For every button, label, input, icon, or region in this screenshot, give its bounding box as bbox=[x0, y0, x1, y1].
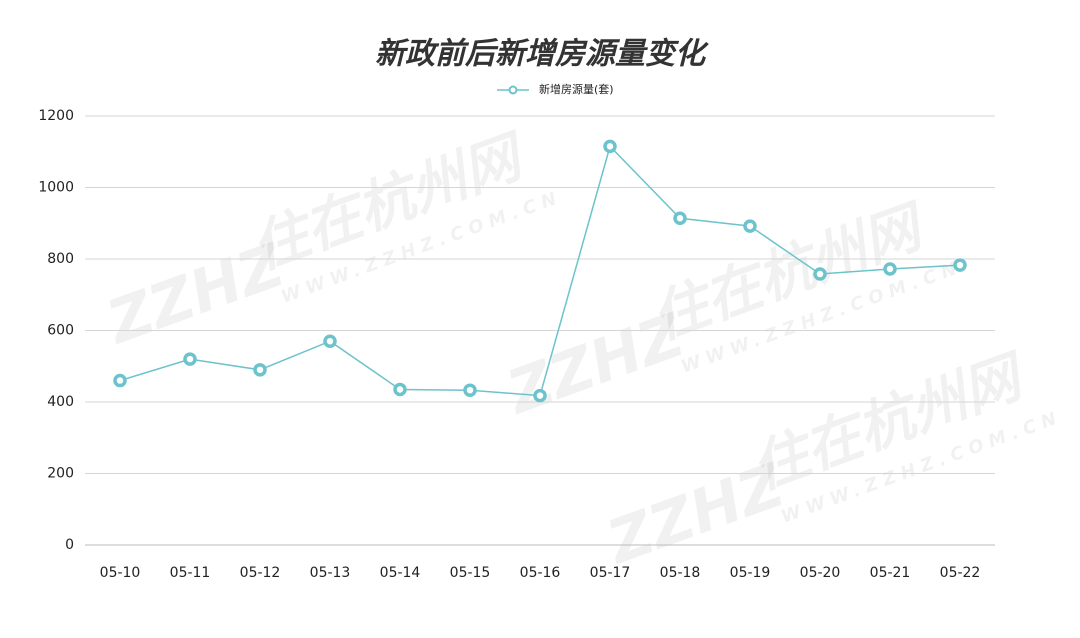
point bbox=[393, 382, 407, 397]
y-tick-label: 600 bbox=[47, 323, 74, 339]
point bbox=[463, 383, 477, 397]
point bbox=[743, 219, 757, 233]
point bbox=[953, 258, 967, 272]
point bbox=[323, 334, 337, 348]
x-tick-label: 05-21 bbox=[870, 565, 911, 581]
x-tick-label: 05-14 bbox=[380, 565, 421, 581]
x-tick-label: 05-16 bbox=[520, 565, 561, 581]
point bbox=[813, 267, 827, 281]
x-tick-label: 05-22 bbox=[940, 565, 981, 581]
x-tick-label: 05-15 bbox=[450, 565, 491, 581]
y-tick-label: 200 bbox=[47, 466, 74, 482]
x-tick-label: 05-12 bbox=[240, 565, 281, 581]
x-tick-label: 05-10 bbox=[100, 565, 141, 581]
legend-label: 新增房源量(套) bbox=[539, 82, 614, 96]
watermark: ZZHZ 住在杭州网 WWW.ZZHZ.COM.CN bbox=[97, 123, 565, 359]
y-tick-label: 0 bbox=[65, 537, 74, 553]
x-tick-label: 05-17 bbox=[590, 565, 631, 581]
point bbox=[673, 211, 687, 225]
point bbox=[603, 139, 617, 154]
x-tick-label: 05-13 bbox=[310, 565, 351, 581]
y-tick-label: 800 bbox=[47, 251, 74, 267]
y-tick-label: 400 bbox=[47, 394, 74, 410]
point bbox=[253, 363, 267, 377]
point bbox=[183, 352, 197, 366]
point bbox=[113, 373, 127, 388]
point bbox=[883, 262, 897, 276]
y-tick-label: 1200 bbox=[38, 108, 74, 124]
point bbox=[533, 388, 547, 403]
x-tick-label: 05-18 bbox=[660, 565, 701, 581]
x-tick-label: 05-11 bbox=[170, 565, 211, 581]
y-tick-label: 1000 bbox=[38, 180, 74, 196]
x-tick-label: 05-20 bbox=[800, 565, 841, 581]
chart-title: 新政前后新增房源量变化 bbox=[375, 37, 709, 72]
legend-marker bbox=[508, 85, 518, 95]
x-tick-label: 05-19 bbox=[730, 565, 771, 581]
